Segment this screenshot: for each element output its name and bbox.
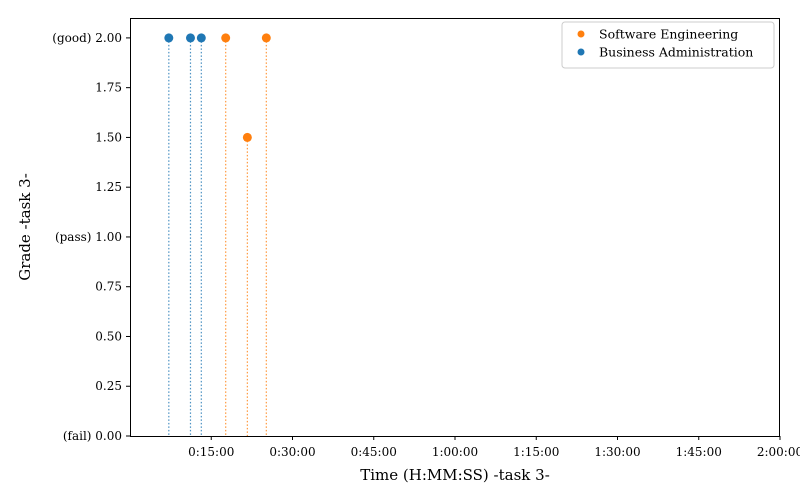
y-axis-title: Grade -task 3- [16, 173, 34, 281]
legend-label: Business Administration [599, 45, 753, 60]
x-tick-label: 0:30:00 [269, 445, 315, 459]
y-tick-label: (good) 2.00 [52, 31, 122, 45]
x-tick-label: 1:15:00 [513, 445, 559, 459]
stem-lines [168, 37, 267, 436]
x-tick-label: 1:45:00 [676, 445, 722, 459]
y-tick-label: 0.50 [95, 329, 122, 343]
y-tick-label: 1.25 [95, 180, 122, 194]
legend-label: Software Engineering [599, 27, 738, 42]
data-point [164, 33, 174, 43]
y-axis-ticks: (fail) 0.00 0.25 0.50 0.75 (pass) 1.00 1.25 1.… [52, 31, 130, 443]
data-point [185, 33, 195, 43]
x-axis-ticks: 0:15:00 0:30:00 0:45:00 1:00:00 1:15:00 1:30:… [188, 436, 800, 459]
y-tick-label: 0.75 [95, 280, 122, 294]
x-axis-title: Time (H:MM:SS) -task 3- [360, 466, 550, 484]
y-tick-label: 0.25 [95, 379, 122, 393]
data-points [164, 33, 271, 142]
y-tick-label: (pass) 1.00 [55, 230, 122, 244]
y-tick-label: (fail) 0.00 [63, 429, 122, 443]
y-tick-label: 1.75 [95, 81, 122, 95]
data-point [221, 33, 231, 43]
data-point [261, 33, 271, 43]
data-point [196, 33, 206, 43]
data-point [242, 132, 252, 142]
legend: Software Engineering Business Administrat… [561, 21, 775, 69]
y-tick-label: 1.50 [95, 130, 122, 144]
legend-frame [561, 21, 775, 69]
x-tick-label: 0:15:00 [188, 445, 234, 459]
legend-marker [577, 30, 585, 38]
legend-marker [577, 48, 585, 56]
x-tick-label: 1:30:00 [594, 445, 640, 459]
x-tick-label: 0:45:00 [351, 445, 397, 459]
plot-frame [130, 18, 780, 437]
x-tick-label: 2:00:00 [757, 445, 800, 459]
x-tick-label: 1:00:00 [432, 445, 478, 459]
